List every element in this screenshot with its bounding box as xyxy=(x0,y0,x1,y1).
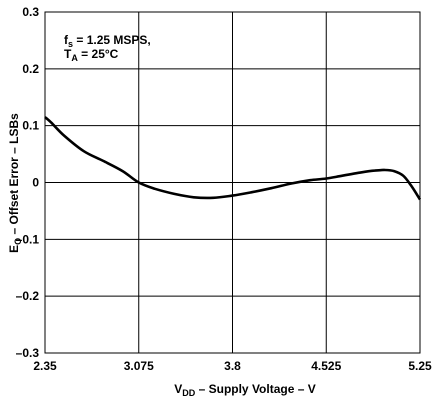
grid-lines xyxy=(45,12,420,353)
x-tick-label: 3.8 xyxy=(224,359,241,373)
annotation-temperature: TA = 25°C xyxy=(64,47,119,63)
y-tick-label: 0 xyxy=(32,176,39,190)
y-tick-label: 0.1 xyxy=(22,119,39,133)
annotation-temperature-rest: = 25°C xyxy=(78,47,119,61)
x-tick-label: 2.35 xyxy=(33,359,57,373)
annotation-temperature-main: T xyxy=(64,47,72,61)
plot-frame xyxy=(44,11,421,354)
y-tick-label: –0.1 xyxy=(16,232,40,246)
annotation-sample-rate-rest: = 1.25 MSPS, xyxy=(73,33,151,47)
y-axis-label-main: E xyxy=(7,245,21,253)
annotation-sample-rate-sub: s xyxy=(68,39,73,49)
y-tick-labels: 0.3 0.2 0.1 0 –0.1 –0.2 –0.3 xyxy=(16,5,40,360)
y-axis-label: EO – Offset Error – LSBs xyxy=(7,113,23,253)
y-tick-label: –0.3 xyxy=(16,346,40,360)
annotation-sample-rate: fs = 1.25 MSPS, xyxy=(64,33,151,49)
offset-error-curve xyxy=(44,116,422,201)
x-axis-label-sub: DD xyxy=(182,388,195,398)
x-tick-label: 5.25 xyxy=(408,359,432,373)
y-tick-label: 0.3 xyxy=(22,5,39,19)
annotation-temperature-sub: A xyxy=(71,53,78,63)
x-axis-label-main: V xyxy=(174,382,182,396)
y-tick-label: 0.2 xyxy=(22,62,39,76)
y-axis-label-sub: O xyxy=(13,238,23,245)
x-axis-label-rest: – Supply Voltage – V xyxy=(195,382,315,396)
x-tick-label: 4.525 xyxy=(311,359,341,373)
y-tick-label: –0.2 xyxy=(16,289,40,303)
x-tick-labels: 2.35 3.075 3.8 4.525 5.25 xyxy=(33,359,432,373)
annotation-sample-rate-main: f xyxy=(64,33,69,47)
x-axis-label: VDD – Supply Voltage – V xyxy=(174,382,316,398)
y-axis-label-rest: – Offset Error – LSBs xyxy=(7,113,21,238)
x-tick-label: 3.075 xyxy=(124,359,154,373)
